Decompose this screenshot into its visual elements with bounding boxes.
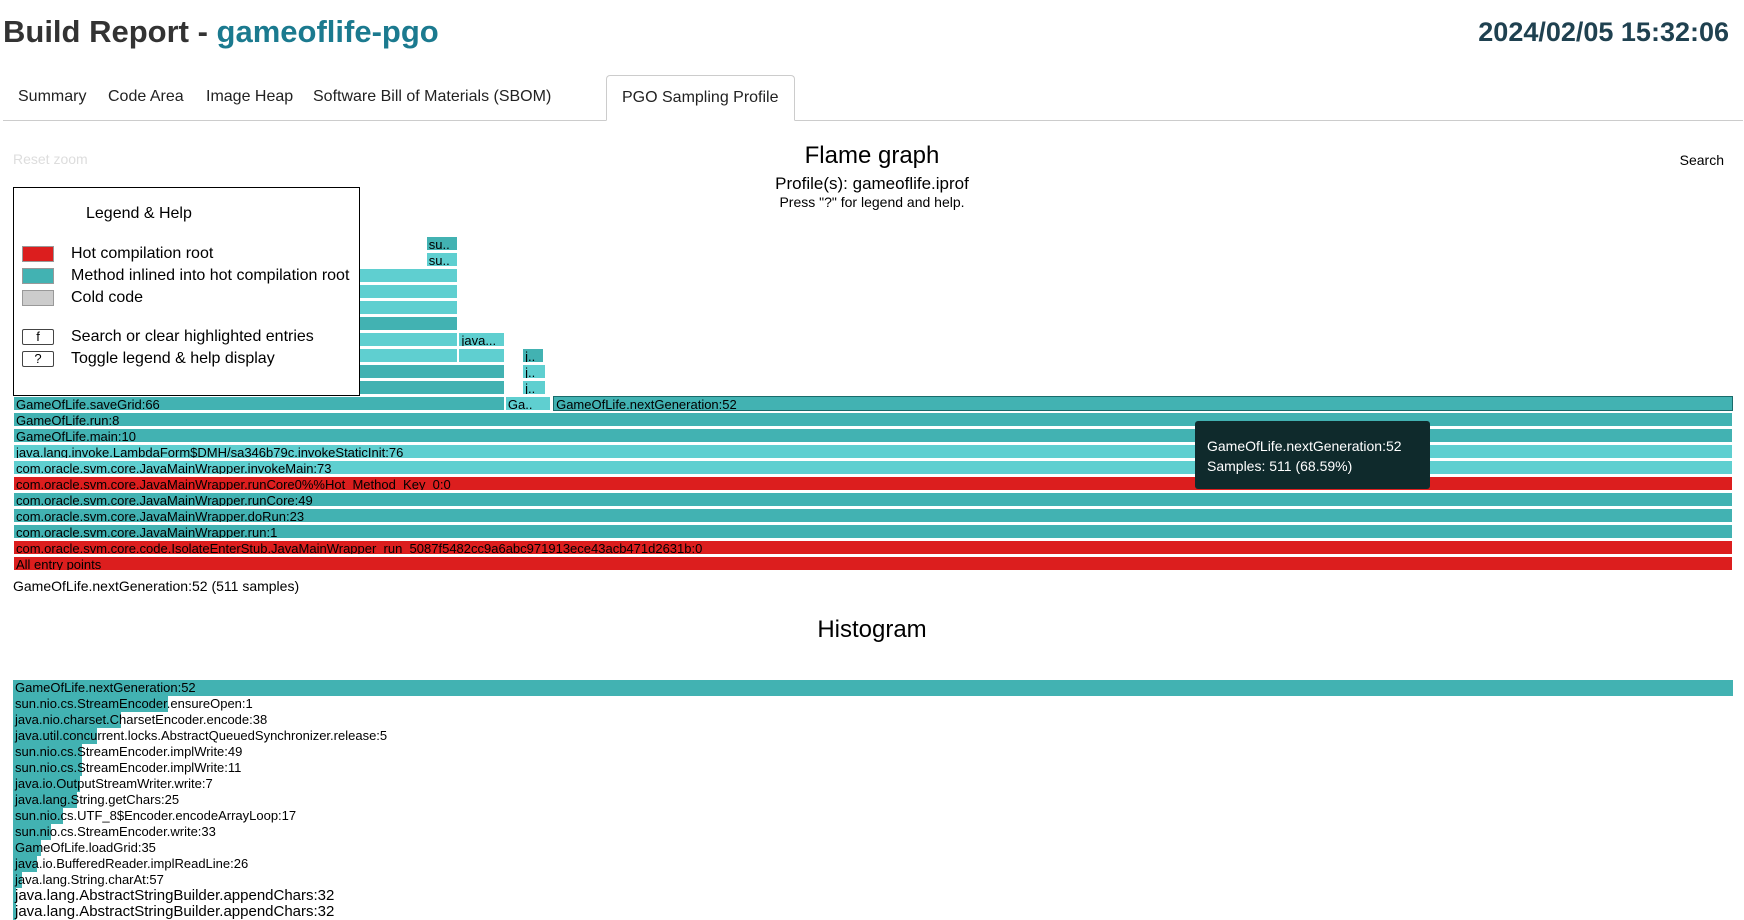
legend-label: Hot compilation root — [71, 245, 214, 262]
histogram-label: GameOfLife.loadGrid:35 — [15, 840, 156, 855]
histogram-bar — [13, 904, 17, 920]
tooltip-samples: Samples: 511 (68.59%) — [1207, 458, 1353, 474]
tab-sbom[interactable]: Software Bill of Materials (SBOM) — [313, 88, 552, 105]
flamegraph-frame[interactable]: j.. — [522, 380, 547, 395]
histogram-bar — [13, 760, 82, 776]
tab-code-area[interactable]: Code Area — [108, 88, 184, 105]
histogram-row[interactable]: sun.nio.cs.StreamEncoder.implWrite:49 — [13, 744, 1733, 760]
flamegraph-frame[interactable]: java... — [458, 332, 505, 347]
flamegraph-frame[interactable]: j.. — [522, 348, 545, 363]
histogram-row[interactable]: GameOfLife.loadGrid:35 — [13, 840, 1733, 856]
flamegraph-frame[interactable]: Ga.. — [504, 396, 552, 411]
histogram-row[interactable]: sun.nio.cs.StreamEncoder.write:33 — [13, 824, 1733, 840]
flamegraph-frame[interactable] — [458, 348, 505, 363]
histogram-label: sun.nio.cs.StreamEncoder.write:33 — [15, 824, 216, 839]
flamegraph-frame[interactable]: GameOfLife.main:10 — [13, 428, 1733, 443]
histogram-bar — [13, 872, 22, 888]
histogram-label: java.lang.AbstractStringBuilder.appendCh… — [15, 887, 335, 904]
histogram-row[interactable]: java.io.OutputStreamWriter.write:7 — [13, 776, 1733, 792]
histogram-bar — [13, 824, 51, 840]
flamegraph-frame[interactable]: com.oracle.svm.core.code.IsolateEnterStu… — [13, 540, 1733, 555]
flamegraph-frame[interactable]: su.. — [425, 252, 459, 267]
flamegraph-frame[interactable]: GameOfLife.nextGeneration:52 — [553, 396, 1733, 411]
histogram-bar — [13, 712, 122, 728]
legend-label: Cold code — [71, 289, 144, 306]
legend-panel: Legend & Help Hot compilation root Metho… — [13, 187, 360, 396]
histogram-row[interactable]: sun.nio.cs.StreamEncoder.ensureOpen:1 — [13, 696, 1733, 712]
flamegraph-frame[interactable]: j.. — [522, 364, 547, 379]
histogram-bar — [13, 792, 77, 808]
flamegraph-hint: Press "?" for legend and help. — [779, 194, 965, 210]
reset-zoom-button[interactable]: Reset zoom — [13, 151, 88, 167]
histogram-title: Histogram — [817, 616, 927, 643]
histogram-label: java.lang.String.charAt:57 — [15, 872, 164, 887]
histogram-label: java.io.OutputStreamWriter.write:7 — [15, 776, 213, 791]
search-button[interactable]: Search — [1679, 152, 1724, 168]
key-question-icon: ? — [22, 351, 54, 367]
page-title: Build Report - gameoflife-pgo — [3, 14, 439, 50]
histogram-row[interactable]: java.nio.charset.CharsetEncoder.encode:3… — [13, 712, 1733, 728]
histogram-bar — [13, 744, 82, 760]
histogram-bar — [13, 680, 1733, 696]
tab-pgo-sampling-profile[interactable]: PGO Sampling Profile — [606, 75, 795, 121]
report-tabs: Summary Code Area Image Heap Software Bi… — [3, 75, 1743, 121]
flamegraph-frame[interactable]: GameOfLife.saveGrid:66 — [13, 396, 505, 411]
hot-swatch — [22, 246, 54, 262]
histogram-label: java.util.concurrent.locks.AbstractQueue… — [15, 728, 388, 743]
flamegraph-frame[interactable]: com.oracle.svm.core.JavaMainWrapper.doRu… — [13, 508, 1733, 523]
tab-summary[interactable]: Summary — [18, 88, 87, 105]
histogram-label: java.lang.AbstractStringBuilder.appendCh… — [15, 903, 335, 920]
histogram-row[interactable]: java.util.concurrent.locks.AbstractQueue… — [13, 728, 1733, 744]
histogram-label: java.lang.String.getChars:25 — [15, 792, 180, 807]
histogram-row[interactable]: java.io.BufferedReader.implReadLine:26 — [13, 856, 1733, 872]
histogram-row[interactable]: GameOfLife.nextGeneration:52 — [13, 680, 1733, 696]
histogram-label: sun.nio.cs.UTF_8$Encoder.encodeArrayLoop… — [15, 808, 297, 823]
frame-tooltip: GameOfLife.nextGeneration:52 Samples: 51… — [1195, 421, 1430, 489]
flamegraph-title: Flame graph — [804, 142, 940, 169]
histogram-label: java.nio.charset.CharsetEncoder.encode:3… — [15, 712, 268, 727]
histogram-bar — [13, 888, 17, 904]
flamegraph-frame[interactable]: All entry points — [13, 556, 1733, 571]
histogram-bar — [13, 728, 98, 744]
legend-label: Search or clear highlighted entries — [71, 328, 314, 345]
histogram-bar — [13, 696, 168, 712]
project-name: gameoflife-pgo — [216, 14, 439, 49]
flamegraph-frame[interactable]: com.oracle.svm.core.JavaMainWrapper.runC… — [13, 476, 1733, 491]
histogram-label: GameOfLife.nextGeneration:52 — [15, 680, 196, 695]
legend-label: Method inlined into hot compilation root — [71, 267, 350, 284]
flamegraph-frame[interactable]: com.oracle.svm.core.JavaMainWrapper.run:… — [13, 524, 1733, 539]
flamegraph-frame[interactable]: java.lang.invoke.LambdaForm$DMH/sa346b79… — [13, 444, 1733, 459]
histogram-bar — [13, 840, 41, 856]
key-f-icon: f — [22, 329, 54, 345]
histogram-label: sun.nio.cs.StreamEncoder.implWrite:11 — [15, 760, 242, 775]
histogram-row[interactable]: java.lang.String.getChars:25 — [13, 792, 1733, 808]
histogram-label: sun.nio.cs.StreamEncoder.implWrite:49 — [15, 744, 243, 759]
histogram-row[interactable]: sun.nio.cs.UTF_8$Encoder.encodeArrayLoop… — [13, 808, 1733, 824]
inlined-swatch — [22, 268, 54, 284]
cold-swatch — [22, 290, 54, 306]
histogram-list: GameOfLife.nextGeneration:52 sun.nio.cs.S… — [13, 680, 1733, 920]
flamegraph-frame[interactable]: su.. — [425, 236, 459, 251]
build-timestamp: 2024/02/05 15:32:06 — [1478, 17, 1729, 47]
flamegraph-frame[interactable]: com.oracle.svm.core.JavaMainWrapper.invo… — [13, 460, 1733, 475]
tooltip-name: GameOfLife.nextGeneration:52 — [1207, 438, 1402, 454]
flamegraph-frame[interactable]: GameOfLife.run:8 — [13, 412, 1733, 427]
legend-label: Toggle legend & help display — [71, 350, 275, 367]
histogram-label: sun.nio.cs.StreamEncoder.ensureOpen:1 — [15, 696, 253, 711]
title-prefix: Build Report - — [3, 14, 217, 49]
histogram-row[interactable]: java.lang.AbstractStringBuilder.appendCh… — [13, 888, 1733, 904]
histogram-row[interactable]: java.lang.AbstractStringBuilder.appendCh… — [13, 904, 1733, 920]
tab-image-heap[interactable]: Image Heap — [206, 88, 294, 105]
histogram-label: java.io.BufferedReader.implReadLine:26 — [15, 856, 249, 871]
legend-title: Legend & Help — [86, 205, 192, 222]
histogram-bar — [13, 808, 63, 824]
histogram-bar — [13, 776, 81, 792]
histogram-row[interactable]: sun.nio.cs.StreamEncoder.implWrite:11 — [13, 760, 1733, 776]
selected-frame-info: GameOfLife.nextGeneration:52 (511 sample… — [13, 578, 300, 594]
histogram-bar — [13, 856, 38, 872]
histogram-row[interactable]: java.lang.String.charAt:57 — [13, 872, 1733, 888]
flamegraph-profiles: Profile(s): gameoflife.iprof — [775, 174, 969, 193]
flamegraph-frame[interactable]: com.oracle.svm.core.JavaMainWrapper.runC… — [13, 492, 1733, 507]
